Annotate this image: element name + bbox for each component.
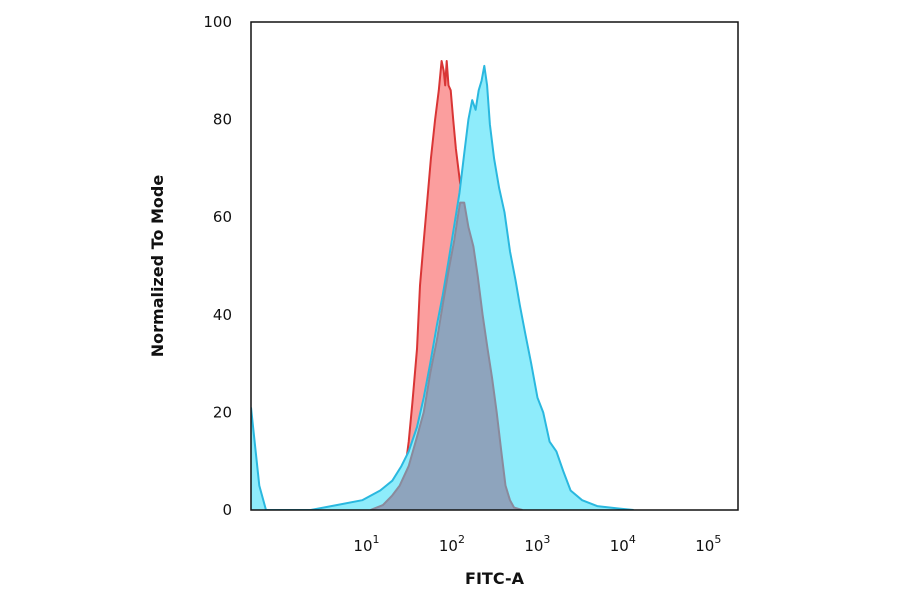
- x-tick-label: 102: [439, 533, 465, 555]
- y-tick-label: 60: [213, 208, 232, 226]
- series-group: [251, 60, 634, 510]
- y-tick-label: 40: [213, 306, 232, 324]
- x-tick-label: 105: [695, 533, 721, 555]
- x-axis-title: FITC-A: [465, 569, 525, 588]
- y-tick-label: 100: [203, 13, 232, 31]
- y-tick-label: 20: [213, 403, 232, 421]
- x-tick-label: 101: [353, 533, 379, 555]
- x-tick-label: 103: [524, 533, 550, 555]
- series-3-line: [370, 201, 523, 510]
- plot-frame: [250, 21, 739, 511]
- series-2-line: [251, 64, 634, 510]
- x-tick-label: 104: [610, 533, 636, 555]
- y-axis-title: Normalized To Mode: [148, 175, 167, 358]
- y-tick-label: 80: [213, 111, 232, 129]
- series-3-area: [370, 202, 523, 510]
- y-tick-label: 0: [222, 501, 232, 519]
